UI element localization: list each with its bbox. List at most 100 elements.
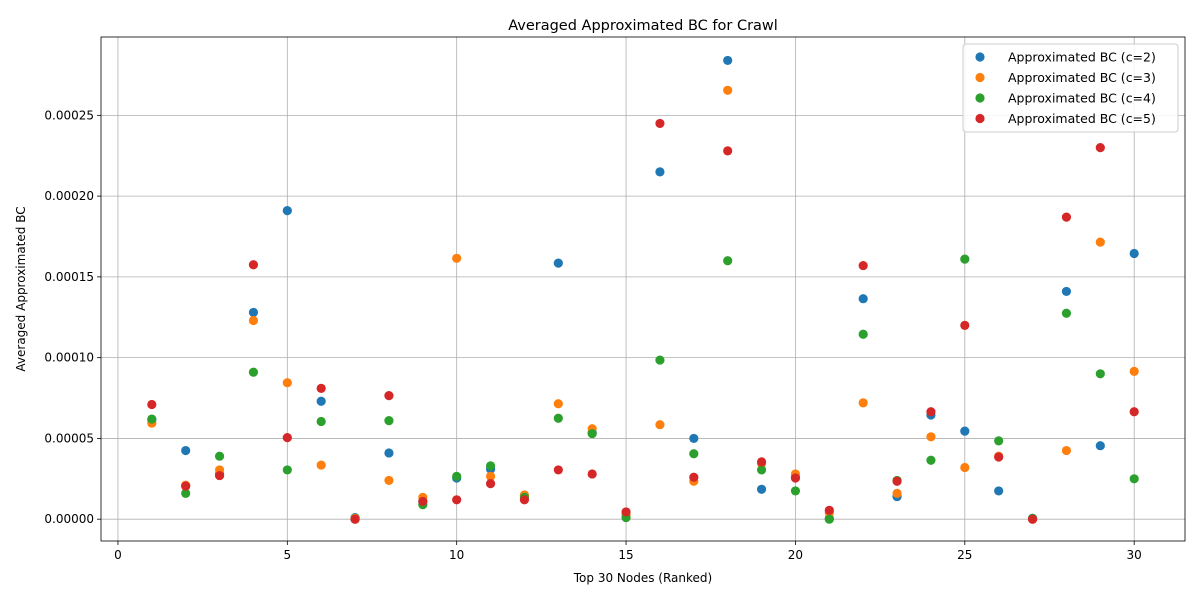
data-point bbox=[960, 320, 970, 330]
data-point bbox=[858, 260, 868, 271]
data-point bbox=[689, 433, 699, 444]
data-point bbox=[587, 428, 597, 439]
data-point bbox=[858, 398, 868, 408]
data-point bbox=[655, 420, 665, 430]
data-point bbox=[1095, 369, 1105, 379]
data-point bbox=[282, 206, 292, 216]
data-point bbox=[384, 391, 394, 401]
data-point bbox=[655, 355, 665, 365]
data-point bbox=[655, 118, 665, 129]
x-tick-label: 5 bbox=[283, 548, 291, 562]
data-point bbox=[1061, 212, 1072, 222]
data-point bbox=[316, 383, 326, 393]
legend-entry-label: Approximated BC (c=5) bbox=[1008, 111, 1156, 126]
data-point bbox=[181, 445, 191, 456]
legend-marker bbox=[975, 72, 985, 83]
data-point bbox=[1129, 366, 1139, 376]
x-tick-label: 25 bbox=[957, 548, 972, 562]
data-point bbox=[316, 416, 326, 427]
x-tick-label: 10 bbox=[449, 548, 464, 562]
data-point bbox=[1027, 514, 1038, 524]
data-point bbox=[452, 253, 462, 263]
data-point bbox=[282, 465, 292, 475]
data-point bbox=[960, 462, 970, 473]
data-point bbox=[248, 307, 259, 318]
data-point bbox=[181, 488, 191, 498]
chart-title: Averaged Approximated BC for Crawl bbox=[508, 18, 778, 34]
x-tick-label: 30 bbox=[1127, 548, 1142, 562]
plot-area-frame bbox=[100, 36, 1186, 542]
y-tick-label: 0.00000 bbox=[44, 512, 94, 526]
data-point bbox=[858, 294, 868, 304]
data-point bbox=[316, 460, 326, 470]
data-point bbox=[1129, 248, 1139, 259]
data-point bbox=[1061, 308, 1072, 318]
data-point bbox=[1061, 286, 1072, 297]
data-point bbox=[350, 514, 360, 524]
data-point bbox=[587, 469, 597, 479]
data-point bbox=[926, 432, 936, 442]
data-point bbox=[723, 256, 733, 266]
data-point bbox=[1061, 445, 1072, 456]
data-point bbox=[1095, 441, 1105, 451]
data-point bbox=[824, 514, 834, 524]
data-point bbox=[621, 507, 631, 517]
x-tick-label: 15 bbox=[618, 548, 633, 562]
data-point bbox=[926, 455, 936, 465]
data-point bbox=[282, 378, 292, 388]
data-point bbox=[723, 85, 733, 95]
data-point bbox=[994, 486, 1004, 496]
legend-marker bbox=[975, 93, 985, 103]
data-point bbox=[892, 476, 902, 486]
data-point bbox=[960, 254, 970, 264]
data-point bbox=[384, 416, 394, 426]
data-point bbox=[147, 414, 157, 424]
data-point bbox=[689, 449, 699, 459]
x-tick-label: 0 bbox=[114, 548, 122, 562]
y-tick-label: 0.00005 bbox=[44, 431, 94, 445]
data-point bbox=[485, 479, 496, 489]
data-point bbox=[926, 407, 936, 417]
y-tick-label: 0.00015 bbox=[44, 270, 94, 284]
data-point bbox=[723, 146, 733, 156]
data-point bbox=[1095, 237, 1105, 247]
data-point bbox=[553, 413, 563, 423]
data-points bbox=[147, 55, 1139, 524]
data-point bbox=[1129, 407, 1139, 417]
data-point bbox=[723, 55, 733, 66]
y-axis-label: Averaged Approximated BC bbox=[14, 206, 28, 371]
data-point bbox=[790, 486, 801, 496]
data-point bbox=[689, 472, 699, 482]
data-point bbox=[485, 461, 496, 471]
data-point bbox=[994, 452, 1004, 462]
data-point bbox=[452, 471, 462, 481]
data-point bbox=[790, 473, 801, 483]
data-point bbox=[892, 488, 902, 498]
series-5-points bbox=[147, 118, 1139, 524]
grid-lines bbox=[101, 37, 1185, 541]
data-point bbox=[384, 475, 394, 486]
data-point bbox=[452, 495, 462, 505]
data-point bbox=[553, 399, 563, 409]
x-tick-label: 20 bbox=[788, 548, 803, 562]
series-4-points bbox=[147, 254, 1139, 524]
legend-marker bbox=[975, 113, 985, 124]
data-point bbox=[858, 329, 868, 339]
y-tick-label: 0.00010 bbox=[44, 351, 94, 365]
data-point bbox=[214, 451, 225, 461]
data-point bbox=[994, 436, 1004, 446]
x-axis-ticks: 0 5 10 15 20 25 30 bbox=[114, 541, 1142, 562]
legend-marker bbox=[975, 52, 985, 62]
data-point bbox=[214, 470, 225, 481]
legend-box bbox=[962, 43, 1179, 133]
legend-entry-label: Approximated BC (c=4) bbox=[1008, 91, 1156, 106]
data-point bbox=[960, 426, 970, 436]
data-point bbox=[147, 399, 157, 410]
data-point bbox=[485, 471, 496, 481]
data-point bbox=[181, 481, 191, 491]
data-point bbox=[316, 396, 326, 406]
legend-entry-label: Approximated BC (c=3) bbox=[1008, 70, 1156, 85]
data-point bbox=[824, 505, 834, 515]
data-point bbox=[553, 465, 563, 475]
data-point bbox=[756, 457, 767, 467]
